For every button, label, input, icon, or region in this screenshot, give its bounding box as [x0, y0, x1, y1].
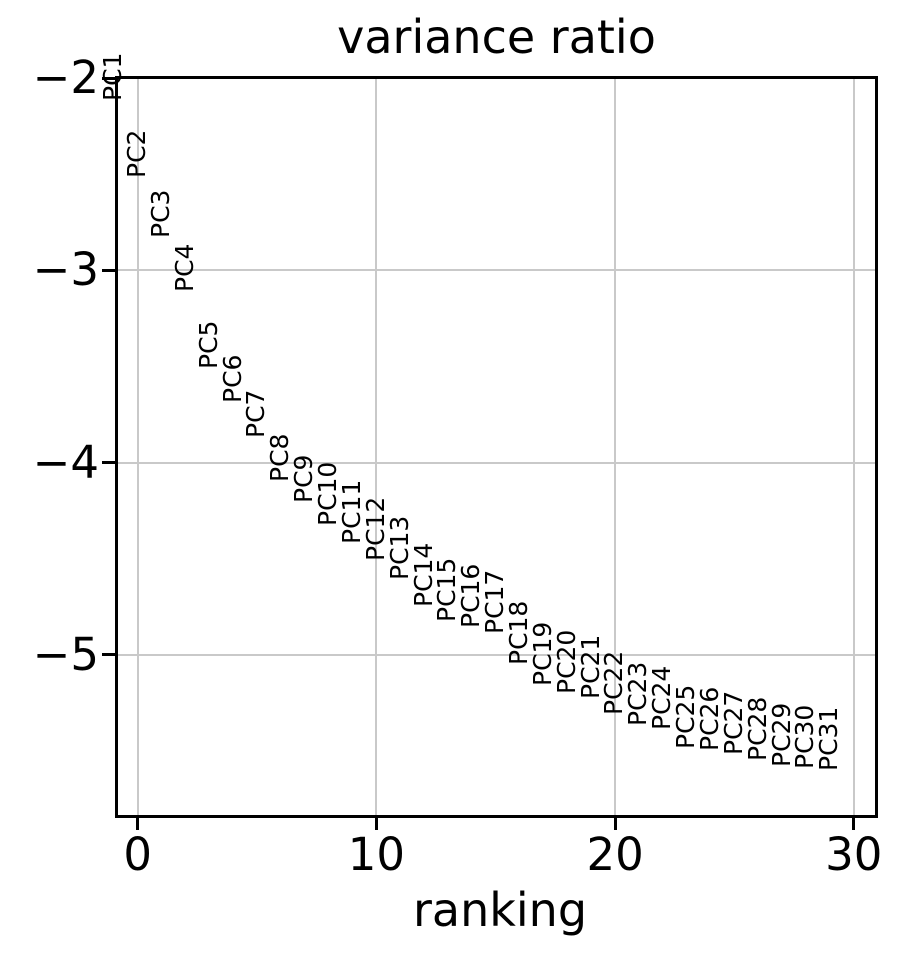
x-tick	[852, 818, 856, 830]
grid-line-x	[614, 78, 617, 816]
grid-line-y	[117, 461, 876, 464]
chart-title: variance ratio	[337, 10, 656, 64]
grid-line-y	[117, 653, 876, 656]
grid-line-x	[852, 78, 855, 816]
y-tick-label: −5	[32, 627, 99, 681]
plot-area	[115, 76, 878, 818]
point-label-pc13: PC13	[384, 515, 414, 581]
x-axis-label: ranking	[412, 883, 588, 937]
x-tick-label: 30	[825, 828, 883, 881]
x-tick-label: 0	[123, 828, 152, 881]
point-label-pc1: PC1	[98, 52, 128, 102]
x-tick	[374, 818, 378, 830]
point-label-pc4: PC4	[169, 243, 199, 292]
grid-line-x	[136, 78, 139, 816]
y-tick-label: −3	[32, 243, 99, 297]
point-label-pc5: PC5	[193, 320, 223, 369]
point-label-pc3: PC3	[145, 189, 175, 238]
x-tick	[613, 818, 617, 830]
point-label-pc31: PC31	[814, 706, 844, 771]
y-tick	[102, 653, 115, 657]
x-tick	[136, 818, 140, 830]
x-tick-label: 10	[347, 828, 406, 881]
point-label-pc28: PC28	[742, 696, 772, 761]
y-tick-label: −2	[32, 51, 99, 104]
y-tick	[102, 268, 115, 272]
y-tick-label: −4	[32, 435, 99, 489]
grid-line-x	[375, 78, 378, 816]
y-tick	[102, 76, 115, 80]
y-tick	[102, 461, 115, 465]
point-label-pc20: PC20	[551, 629, 581, 694]
point-label-pc7: PC7	[241, 389, 271, 438]
x-tick-label: 20	[586, 828, 644, 881]
point-label-pc2: PC2	[122, 129, 152, 179]
grid-line-y	[117, 269, 876, 272]
